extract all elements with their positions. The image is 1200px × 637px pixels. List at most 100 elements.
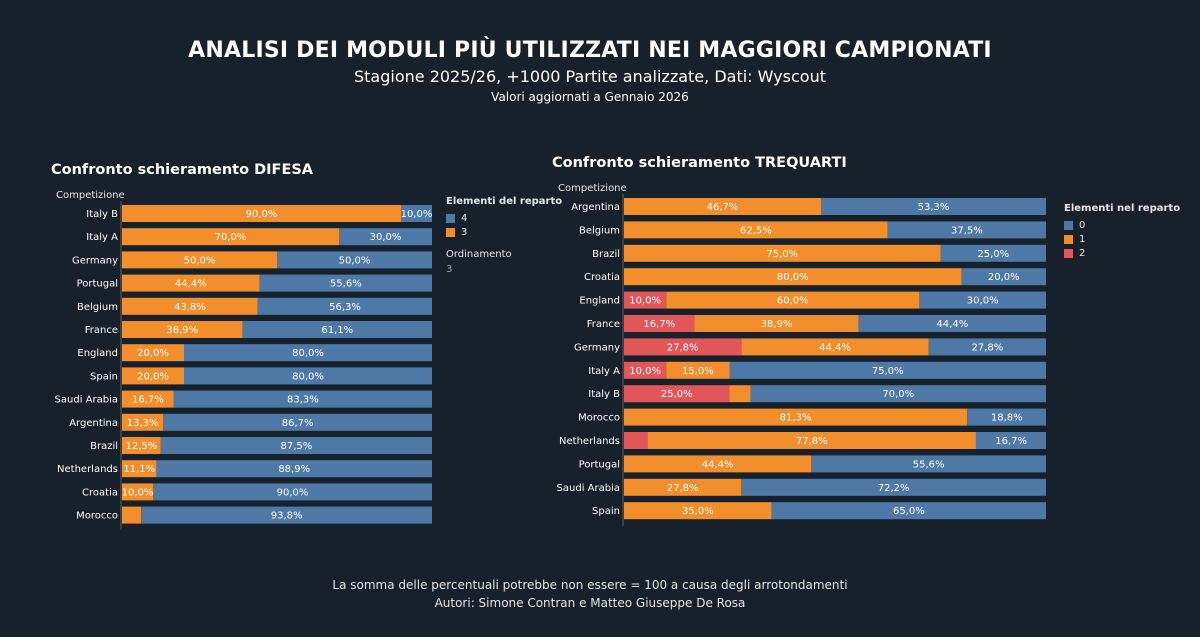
trequarti-bar-segment[interactable] — [624, 432, 648, 449]
trequarti-category-label: France — [587, 319, 620, 330]
trequarti-legend-item[interactable]: 1 — [1064, 232, 1180, 246]
defense-bar-segment[interactable] — [122, 251, 277, 269]
defense-bar-segment[interactable] — [122, 367, 184, 385]
defense-bar-segment[interactable] — [160, 437, 432, 454]
defense-bar-segment[interactable] — [257, 297, 432, 315]
trequarti-data-label: 30,0% — [967, 296, 999, 307]
defense-bar-segment[interactable] — [163, 413, 433, 431]
trequarti-data-label: 16,7% — [995, 436, 1027, 447]
defense-bar-segment[interactable] — [339, 228, 432, 246]
defense-bar-segment[interactable] — [242, 321, 432, 338]
trequarti-legend-item[interactable]: 2 — [1064, 246, 1180, 260]
trequarti-bar-segment[interactable] — [647, 432, 976, 449]
trequarti-chart-title: Confronto schieramento TREQUARTI — [552, 155, 847, 171]
trequarti-bar-segment[interactable] — [940, 244, 1047, 262]
trequarti-bar-segment[interactable] — [750, 385, 1046, 403]
trequarti-category-label: Portugal — [579, 459, 620, 470]
trequarti-bar-segment[interactable] — [961, 268, 1046, 286]
defense-bar-segment[interactable] — [173, 390, 432, 408]
trequarti-bar-segment[interactable] — [771, 502, 1046, 520]
trequarti-bar-segment[interactable] — [624, 338, 742, 356]
trequarti-data-label: 25,0% — [977, 249, 1009, 260]
defense-data-label: 16,7% — [132, 395, 164, 406]
legend-swatch — [446, 227, 455, 237]
trequarti-bar-segment[interactable] — [811, 455, 1046, 473]
trequarti-data-label: 16,7% — [643, 319, 675, 330]
legend-swatch — [446, 213, 455, 223]
trequarti-bar-segment[interactable] — [729, 385, 751, 403]
defense-category-label: Belgium — [77, 302, 118, 313]
defense-bar-segment[interactable] — [184, 367, 432, 385]
trequarti-bar-segment[interactable] — [624, 478, 742, 496]
defense-legend-item[interactable]: 4 — [446, 211, 562, 225]
trequarti-bar-segment[interactable] — [741, 478, 1046, 496]
legend-label: 4 — [461, 212, 468, 224]
defense-bar-segment[interactable] — [122, 460, 157, 478]
trequarti-bar-segment[interactable] — [624, 315, 695, 332]
trequarti-bar-segment[interactable] — [624, 291, 667, 309]
defense-bar-segment[interactable] — [122, 321, 243, 338]
defense-bar-segment[interactable] — [141, 506, 432, 524]
defense-legend-item[interactable]: 3 — [446, 225, 562, 239]
trequarti-bar-segment[interactable] — [858, 315, 1046, 332]
trequarti-bar-segment[interactable] — [694, 315, 859, 332]
trequarti-bar-segment[interactable] — [624, 408, 968, 426]
defense-bar-segment[interactable] — [122, 274, 260, 292]
defense-bar-segment[interactable] — [122, 390, 174, 408]
defense-data-label: 87,5% — [280, 441, 312, 452]
trequarti-data-label: 46,7% — [707, 202, 739, 213]
defense-bar-segment[interactable] — [259, 274, 432, 292]
rounding-note: La somma delle percentuali potrebbe non … — [332, 578, 848, 592]
trequarti-bar-segment[interactable] — [624, 502, 772, 520]
trequarti-bar-segment[interactable] — [624, 198, 822, 215]
trequarti-bar-segment[interactable] — [624, 455, 812, 473]
trequarti-bar-segment[interactable] — [887, 221, 1046, 239]
sort-value[interactable]: 3 — [446, 264, 453, 275]
defense-data-label: 93,8% — [271, 511, 303, 522]
trequarti-data-label: 20,0% — [988, 272, 1020, 283]
trequarti-bar-segment[interactable] — [967, 408, 1046, 426]
defense-data-label: 88,9% — [278, 464, 310, 475]
defense-category-label: Croatia — [82, 487, 118, 498]
defense-bar-segment[interactable] — [122, 413, 164, 431]
trequarti-bar-segment[interactable] — [624, 361, 667, 379]
trequarti-bar-segment[interactable] — [741, 338, 929, 356]
defense-bar-segment[interactable] — [122, 437, 161, 454]
defense-bar-segment[interactable] — [122, 344, 184, 362]
trequarti-legend-item[interactable]: 0 — [1064, 218, 1180, 232]
trequarti-bar-segment[interactable] — [821, 198, 1046, 215]
defense-bar-segment[interactable] — [156, 460, 432, 478]
trequarti-bar-segment[interactable] — [624, 221, 888, 239]
trequarti-bar-segment[interactable] — [624, 268, 962, 286]
defense-bar-segment[interactable] — [122, 228, 339, 246]
trequarti-bar-segment[interactable] — [624, 244, 941, 262]
defense-bar-segment[interactable] — [122, 483, 153, 501]
defense-data-label: 80,0% — [292, 371, 324, 382]
page-update-note: Valori aggiornati a Gennaio 2026 — [491, 90, 689, 104]
defense-bar-segment[interactable] — [401, 205, 432, 222]
trequarti-bar-segment[interactable] — [729, 361, 1047, 379]
trequarti-data-label: 77,8% — [796, 436, 828, 447]
trequarti-category-label: Italy B — [588, 389, 620, 400]
defense-bar-segment[interactable] — [277, 251, 432, 269]
trequarti-data-label: 27,8% — [667, 483, 699, 494]
defense-bar-segment[interactable] — [122, 297, 258, 315]
trequarti-category-label: Germany — [574, 342, 620, 353]
defense-category-label: Portugal — [77, 279, 118, 290]
defense-bar-segment[interactable] — [153, 483, 432, 501]
trequarti-bar-segment[interactable] — [928, 338, 1046, 356]
trequarti-bar-segment[interactable] — [919, 291, 1046, 309]
defense-category-label: France — [85, 325, 118, 336]
trequarti-bar-segment[interactable] — [666, 291, 920, 309]
defense-bar-segment[interactable] — [122, 506, 142, 524]
trequarti-bar-segment[interactable] — [975, 432, 1046, 449]
defense-bar-segment[interactable] — [184, 344, 432, 362]
trequarti-data-label: 35,0% — [682, 506, 714, 517]
trequarti-bar-segment[interactable] — [624, 385, 730, 403]
trequarti-data-label: 81,3% — [780, 413, 812, 424]
trequarti-data-label: 55,6% — [913, 459, 945, 470]
defense-bar-segment[interactable] — [122, 205, 401, 222]
trequarti-data-label: 27,8% — [667, 342, 699, 353]
trequarti-bar-segment[interactable] — [666, 361, 730, 379]
